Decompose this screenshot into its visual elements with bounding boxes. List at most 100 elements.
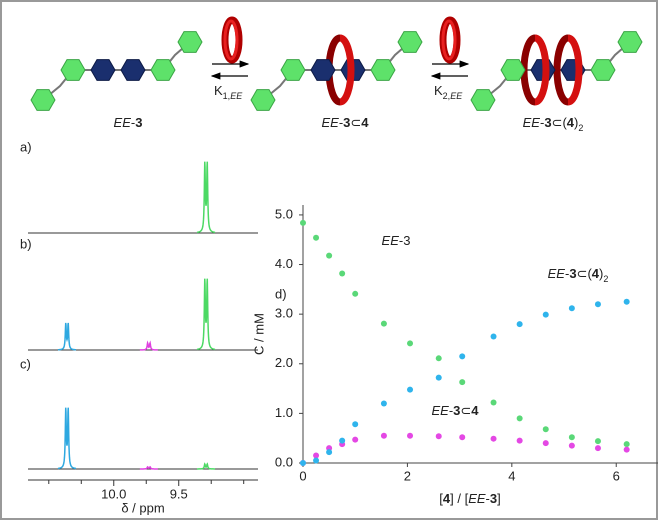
panel-label: d) <box>275 286 287 301</box>
nmr-peak <box>139 465 158 470</box>
x-tick-label: 10.0 <box>101 486 126 501</box>
macrocycle-back <box>553 34 569 106</box>
text-segment: 3 <box>403 233 410 248</box>
text-segment: EE <box>230 91 243 101</box>
hexagon <box>590 59 616 81</box>
y-tick-label: 1.0 <box>275 405 293 420</box>
text-segment: EE <box>450 91 463 101</box>
series-label: EE-3⊂(4)2 <box>548 266 609 284</box>
text-segment: EE <box>468 491 486 506</box>
text-segment: 2 <box>603 274 608 284</box>
data-point <box>459 434 466 441</box>
hexagon <box>617 31 643 53</box>
panel-label: c) <box>20 356 31 371</box>
text-segment: ) <box>599 266 603 281</box>
x-tick-label: 9.5 <box>170 486 188 501</box>
x-axis-title: [4] / [EE-3] <box>439 491 500 506</box>
hexagon <box>370 59 396 81</box>
data-point <box>623 298 630 305</box>
text-segment: EE <box>114 115 132 130</box>
data-point <box>407 340 414 347</box>
text-segment: ] / [ <box>450 491 468 506</box>
data-point <box>568 442 575 449</box>
text-segment: - <box>565 266 569 281</box>
text-segment: 1, <box>223 91 231 101</box>
data-point <box>623 441 630 448</box>
data-point <box>594 438 601 445</box>
data-point <box>407 432 414 439</box>
hexagon <box>280 59 306 81</box>
data-point <box>542 311 549 318</box>
text-segment: 3 <box>490 491 497 506</box>
text-segment: K <box>434 83 443 98</box>
data-point <box>313 452 320 459</box>
data-point <box>435 433 442 440</box>
nmr-peak <box>196 278 216 351</box>
molecule-label: EE-3 <box>114 115 143 130</box>
nmr-peak <box>139 340 158 351</box>
text-segment: ⊂( <box>552 115 568 130</box>
text-segment: EE <box>382 233 400 248</box>
data-point <box>490 399 497 406</box>
hexagon <box>177 31 203 53</box>
macrocycle <box>567 34 583 106</box>
data-point <box>407 386 414 393</box>
y-tick-label: 4.0 <box>275 256 293 271</box>
data-point <box>594 301 601 308</box>
text-segment: 2, <box>443 91 451 101</box>
data-point <box>568 305 575 312</box>
hexagon <box>150 59 176 81</box>
text-segment: 4 <box>567 115 575 130</box>
y-tick-label: 2.0 <box>275 355 293 370</box>
hexagon <box>90 59 116 81</box>
text-segment: 4 <box>471 403 479 418</box>
hexagon <box>397 31 423 53</box>
y-axis-title: C / mM <box>251 313 266 355</box>
molecule-label: EE-3⊂4 <box>321 115 369 130</box>
macrocycle <box>534 34 550 106</box>
x-tick-label: 6 <box>613 468 620 483</box>
nmr-peak <box>196 462 216 470</box>
x-tick-label: 2 <box>404 468 411 483</box>
data-point <box>568 434 575 441</box>
panel-label: b) <box>20 236 32 251</box>
hexagon <box>60 59 86 81</box>
nmr-peak <box>57 407 77 470</box>
text-segment: EE <box>523 115 541 130</box>
data-point <box>352 290 359 297</box>
binding-constant: K2,EE <box>434 83 463 101</box>
hexagon <box>250 89 276 111</box>
data-point <box>326 252 333 259</box>
hexagon <box>500 59 526 81</box>
data-point <box>490 435 497 442</box>
text-segment: 3 <box>135 115 142 130</box>
series-label: EE-3 <box>382 233 411 248</box>
binding-constant: K1,EE <box>214 83 243 101</box>
text-segment: EE <box>548 266 566 281</box>
panel-label: a) <box>20 139 32 154</box>
data-point <box>542 440 549 447</box>
text-segment: - <box>486 491 490 506</box>
data-point <box>490 333 497 340</box>
text-segment: ) <box>574 115 578 130</box>
text-segment: ⊂ <box>350 115 361 130</box>
data-point <box>352 421 359 428</box>
data-point <box>313 234 320 241</box>
text-segment: ⊂ <box>460 403 471 418</box>
text-segment: 4 <box>592 266 600 281</box>
data-point <box>542 426 549 433</box>
nmr-peak <box>57 322 77 351</box>
hexagon <box>30 89 56 111</box>
x-axis-title: δ / ppm <box>121 500 164 515</box>
text-segment: ⊂( <box>577 266 593 281</box>
text-segment: - <box>131 115 135 130</box>
y-tick-label: 0.0 <box>275 454 293 469</box>
macrocycle-highlight <box>223 19 239 61</box>
data-point <box>300 460 306 466</box>
data-point <box>459 379 466 386</box>
text-segment: 3 <box>453 403 460 418</box>
data-point <box>623 446 630 453</box>
data-point <box>435 374 442 381</box>
data-point <box>300 219 306 226</box>
